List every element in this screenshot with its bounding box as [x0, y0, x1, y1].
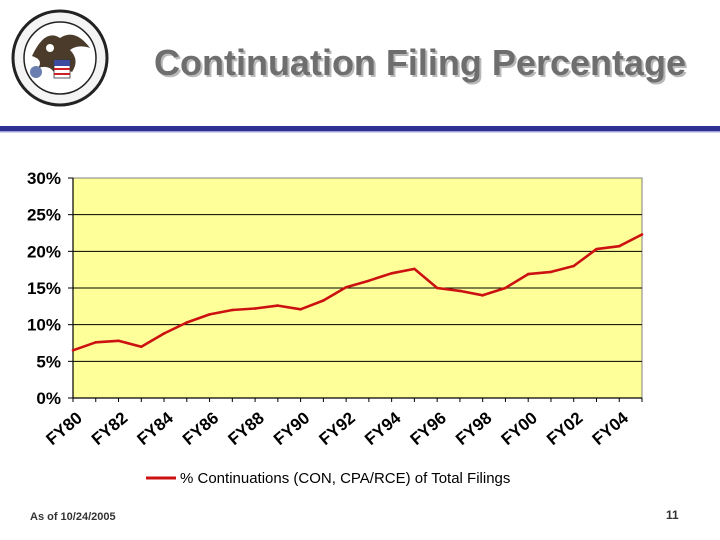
y-tick-label: 5% [36, 352, 61, 371]
data-point [231, 308, 234, 312]
y-tick-label: 15% [27, 279, 61, 298]
y-tick-label: 30% [27, 169, 61, 188]
x-tick-label: FY92 [316, 408, 359, 449]
as-of-date-footer: As of 10/24/2005 [30, 511, 116, 523]
x-tick-label: FY80 [42, 408, 85, 449]
data-point [526, 272, 530, 276]
data-point [458, 289, 462, 293]
data-point [71, 349, 75, 352]
data-point [185, 321, 189, 324]
y-tick-label: 0% [36, 389, 61, 408]
data-point [299, 307, 302, 311]
data-point [367, 279, 371, 282]
y-tick-label: 10% [27, 316, 61, 335]
x-tick-label: FY00 [498, 408, 541, 449]
x-tick-label: FY82 [88, 408, 131, 449]
x-tick-label: FY04 [589, 408, 633, 449]
continuation-line-chart: 0%5%10%15%20%25%30%FY80 FY82 FY84 FY86 FY88 F… [27, 169, 644, 487]
data-point [253, 307, 257, 310]
data-point [504, 286, 507, 290]
series-line [72, 233, 643, 352]
data-point [549, 270, 553, 274]
x-tick-label: FY94 [361, 408, 405, 449]
data-point [322, 299, 325, 302]
x-tick-label: FY84 [133, 408, 177, 449]
data-point [344, 285, 348, 289]
x-tick-label: FY90 [270, 408, 313, 449]
legend-label: % Continuations (CON, CPA/RCE) of Total … [180, 470, 510, 487]
data-point [390, 272, 393, 275]
data-point [413, 267, 416, 271]
data-point [595, 247, 598, 251]
data-point [572, 264, 576, 268]
title-divider [0, 126, 720, 133]
data-point [276, 304, 280, 307]
y-tick-label: 20% [27, 242, 61, 261]
x-tick-label: FY86 [179, 408, 222, 449]
y-tick-label: 25% [27, 206, 61, 225]
x-tick-label: FY96 [407, 408, 450, 449]
data-point [117, 339, 120, 343]
data-point [162, 332, 166, 335]
data-point [435, 286, 439, 290]
data-point [139, 345, 143, 348]
data-point [617, 244, 621, 248]
page-number: 11 [666, 508, 679, 522]
x-tick-label: FY98 [452, 408, 495, 449]
data-point [94, 340, 98, 344]
x-tick-label: FY88 [225, 408, 268, 449]
data-point [640, 233, 644, 236]
x-tick-label: FY02 [543, 408, 586, 449]
data-point [208, 313, 211, 316]
data-point [481, 294, 484, 297]
uspto-seal-logo [11, 9, 109, 107]
slide-title: Continuation Filing Percentage [153, 42, 687, 83]
